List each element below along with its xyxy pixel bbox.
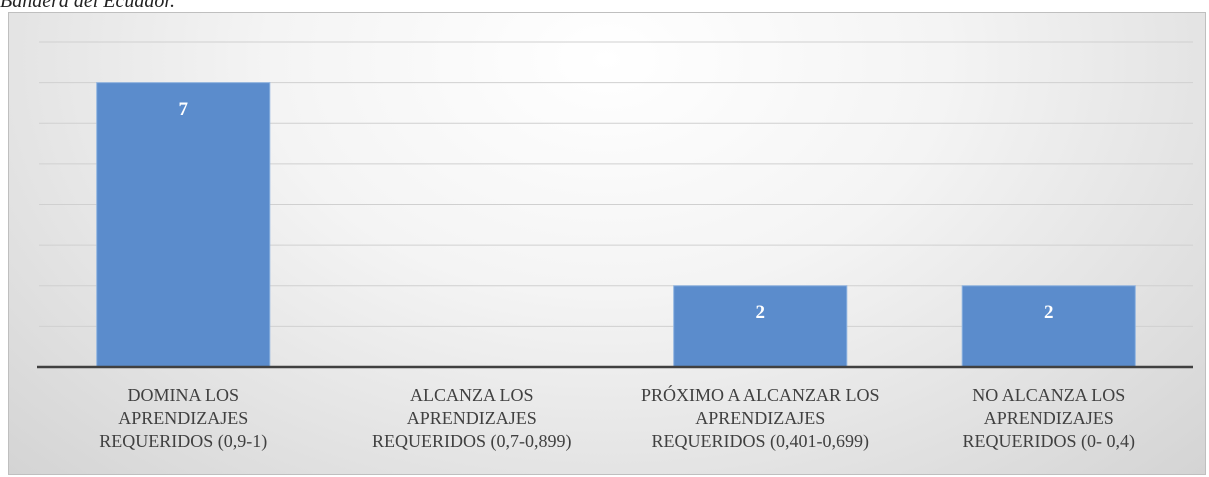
bar bbox=[673, 285, 848, 368]
data-label: 7 bbox=[179, 99, 189, 120]
data-label: 2 bbox=[756, 302, 766, 323]
x-tick-label: PRÓXIMO A ALCANZAR LOS APRENDIZAJES REQU… bbox=[640, 385, 880, 451]
bar bbox=[961, 285, 1136, 368]
x-tick-label: NO ALCANZA LOS APRENDIZAJES REQUERIDOS (… bbox=[962, 385, 1136, 451]
bar bbox=[96, 82, 271, 368]
x-tick-label: ALCANZA LOS APRENDIZAJES REQUERIDOS (0,7… bbox=[372, 385, 572, 451]
x-tick-label: DOMINA LOS APRENDIZAJES REQUERIDOS (0,9-… bbox=[99, 385, 268, 451]
caption: Bandera del Ecuador. bbox=[0, 0, 175, 12]
data-label: 2 bbox=[1044, 302, 1054, 323]
